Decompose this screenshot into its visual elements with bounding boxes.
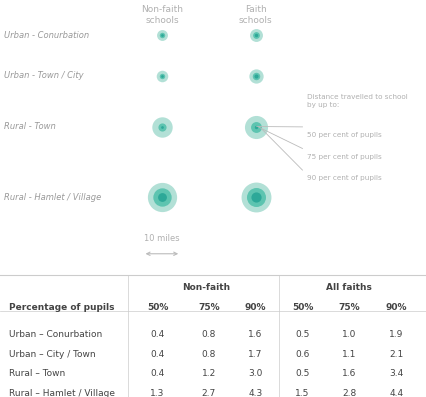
Text: 0.8: 0.8 — [201, 330, 216, 339]
Text: Urban - Conurbation: Urban - Conurbation — [4, 31, 89, 40]
Text: Rural - Hamlet / Village: Rural - Hamlet / Village — [4, 193, 101, 202]
Text: Distance travelled to school
by up to:: Distance travelled to school by up to: — [307, 94, 408, 108]
Text: 1.6: 1.6 — [248, 330, 263, 339]
Text: 2.7: 2.7 — [201, 389, 216, 397]
Point — [158, 124, 165, 130]
Point — [252, 124, 259, 130]
Text: Non-faith
schools: Non-faith schools — [141, 6, 183, 25]
Text: Rural - Town: Rural - Town — [4, 122, 56, 131]
Point — [252, 124, 259, 130]
Text: 0.4: 0.4 — [150, 350, 165, 359]
Point — [252, 72, 259, 79]
Point — [252, 72, 259, 79]
Point — [252, 72, 259, 79]
Text: 1.5: 1.5 — [295, 389, 310, 397]
Point — [158, 72, 165, 79]
Point — [158, 124, 165, 130]
Text: 90%: 90% — [245, 303, 266, 312]
Text: Non-faith: Non-faith — [183, 283, 230, 292]
Text: 50%: 50% — [292, 303, 313, 312]
Text: Urban – City / Town: Urban – City / Town — [9, 350, 95, 359]
Text: 1.9: 1.9 — [389, 330, 403, 339]
Text: 0.5: 0.5 — [295, 330, 310, 339]
Text: 4.3: 4.3 — [248, 389, 263, 397]
Text: 50%: 50% — [147, 303, 168, 312]
Point — [252, 194, 259, 200]
Text: Faith
schools: Faith schools — [239, 6, 272, 25]
Point — [252, 124, 259, 130]
Text: Percentage of pupils: Percentage of pupils — [9, 303, 114, 312]
Text: 10 miles: 10 miles — [144, 234, 180, 243]
Text: 75%: 75% — [339, 303, 360, 312]
Point — [252, 194, 259, 200]
Point — [158, 72, 165, 79]
Text: 3.0: 3.0 — [248, 369, 263, 378]
Point — [158, 194, 165, 200]
Text: 4.4: 4.4 — [389, 389, 403, 397]
Point — [158, 194, 165, 200]
Text: All faiths: All faiths — [326, 283, 372, 292]
Point — [252, 194, 259, 200]
Text: 1.6: 1.6 — [342, 369, 357, 378]
Text: 0.8: 0.8 — [201, 350, 216, 359]
Text: Rural – Town: Rural – Town — [9, 369, 65, 378]
Point — [252, 32, 259, 38]
Text: 90 per cent of pupils: 90 per cent of pupils — [307, 175, 381, 181]
Point — [252, 32, 259, 38]
Text: 75%: 75% — [198, 303, 219, 312]
Text: 1.7: 1.7 — [248, 350, 263, 359]
Text: 1.2: 1.2 — [201, 369, 216, 378]
Point — [158, 124, 165, 130]
Text: 0.4: 0.4 — [150, 330, 165, 339]
Point — [252, 32, 259, 38]
Point — [158, 32, 165, 38]
Text: Urban – Conurbation: Urban – Conurbation — [9, 330, 102, 339]
Text: 3.4: 3.4 — [389, 369, 403, 378]
Text: 75 per cent of pupils: 75 per cent of pupils — [307, 154, 381, 160]
Point — [158, 32, 165, 38]
Text: 2.8: 2.8 — [342, 389, 357, 397]
Text: 0.6: 0.6 — [295, 350, 310, 359]
Text: 90%: 90% — [386, 303, 407, 312]
Point — [158, 72, 165, 79]
Text: 1.3: 1.3 — [150, 389, 165, 397]
Text: 1.0: 1.0 — [342, 330, 357, 339]
Text: 0.4: 0.4 — [150, 369, 165, 378]
Point — [158, 194, 165, 200]
Text: Rural – Hamlet / Village: Rural – Hamlet / Village — [9, 389, 115, 397]
Text: 1.1: 1.1 — [342, 350, 357, 359]
Text: Urban - Town / City: Urban - Town / City — [4, 71, 84, 80]
Point — [158, 32, 165, 38]
Text: 50 per cent of pupils: 50 per cent of pupils — [307, 132, 381, 138]
Text: 2.1: 2.1 — [389, 350, 403, 359]
Text: 0.5: 0.5 — [295, 369, 310, 378]
